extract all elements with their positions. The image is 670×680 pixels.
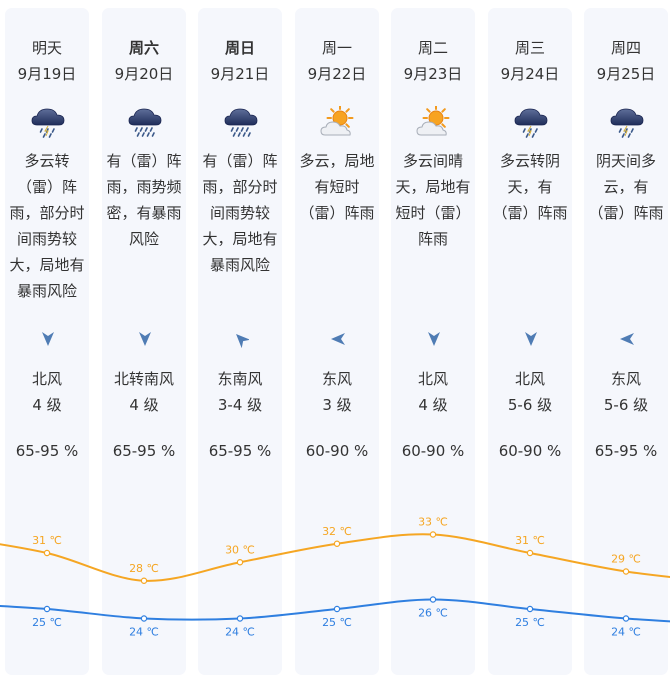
date-label: 9月21日	[210, 65, 270, 83]
description-line: （雷）阵	[16, 178, 77, 196]
weather-description: 多云间晴天，局地有短时（雷） 阵雨	[388, 148, 478, 252]
description-line: 雨，部分时	[202, 178, 278, 196]
date-label: 9月22日	[307, 65, 367, 83]
wind-level: 3-4 级	[217, 396, 263, 414]
heavy-rain-cloud-icon	[127, 106, 163, 138]
humidity: 60-90 %	[401, 442, 465, 460]
weather-description: 阴天间多云，有 （雷）阵雨	[581, 148, 670, 226]
day-column: 周二 9月23日多云间晴天，局地有短时（雷） 阵雨北风 4 级 60-90 %	[391, 8, 475, 675]
day-column: 周四 9月25日阴天间多云，有 （雷）阵雨东风 5-6 级 65-95 %	[584, 8, 668, 675]
description-line: 多云转	[24, 152, 70, 170]
description-line: 间雨势较	[16, 230, 77, 248]
wind-arrow-left-icon	[330, 330, 346, 348]
weather-description: 有（雷）阵雨，部分时间雨势较大，局地有暴雨风险	[195, 148, 285, 278]
wind-direction: 东风	[610, 370, 641, 388]
day-column: 周六 9月20日有（雷）阵雨，雨势频密，有暴雨风险北转南风 4 级 65-95 %	[102, 8, 186, 675]
description-line: 阵雨	[417, 230, 448, 248]
humidity: 65-95 %	[594, 442, 658, 460]
wind-level: 4 级	[418, 396, 448, 414]
thunder-rain-cloud-icon	[609, 106, 645, 138]
description-line: （雷）阵雨	[588, 204, 664, 222]
description-line: 多云间晴	[402, 152, 463, 170]
thunder-rain-cloud-icon	[30, 106, 66, 138]
thunder-rain-cloud-icon	[513, 106, 549, 138]
day-label: 周六	[128, 39, 159, 57]
wind-level: 4 级	[32, 396, 62, 414]
description-line: 天，局地有	[395, 178, 471, 196]
wind-direction: 北风	[31, 370, 62, 388]
day-label: 周日	[224, 39, 255, 57]
wind-arrow-down-icon	[137, 330, 153, 348]
description-line: 风险	[128, 230, 159, 248]
day-column: 明天 9月19日多云转 （雷）阵雨，部分时间雨势较大，局地有暴雨风险北风 4 级 65-…	[5, 8, 89, 675]
day-label: 周一	[321, 39, 352, 57]
wind-arrow-down-icon	[40, 330, 56, 348]
description-line: 暴雨风险	[16, 282, 77, 300]
description-line: 云，有	[603, 178, 649, 196]
day-label: 周三	[514, 39, 545, 57]
day-column: 周一 9月22日多云，局地有短时 （雷）阵雨东风 3 级 60-90 %	[295, 8, 379, 675]
humidity: 60-90 %	[305, 442, 369, 460]
wind-direction: 东风	[321, 370, 352, 388]
description-line: 密，有暴雨	[106, 204, 182, 222]
weather-description: 多云，局地有短时 （雷）阵雨	[292, 148, 382, 226]
wind-direction: 北风	[417, 370, 448, 388]
partly-cloudy-sun-icon	[320, 104, 356, 138]
humidity: 65-95 %	[15, 442, 79, 460]
heavy-rain-cloud-icon	[223, 106, 259, 138]
weather-description: 多云转 （雷）阵雨，部分时间雨势较大，局地有暴雨风险	[2, 148, 92, 304]
description-line: 天，有	[507, 178, 553, 196]
wind-level: 3 级	[322, 396, 352, 414]
day-column: 周日 9月21日有（雷）阵雨，部分时间雨势较大，局地有暴雨风险东南风 3-4 级 65…	[198, 8, 282, 675]
description-line: 间雨势较	[209, 204, 270, 222]
wind-level: 5-6 级	[507, 396, 553, 414]
humidity: 65-95 %	[112, 442, 176, 460]
description-line: 有（雷）阵	[106, 152, 182, 170]
description-line: 多云转阴	[499, 152, 560, 170]
wind-direction: 北风	[514, 370, 545, 388]
description-line: 暴雨风险	[209, 256, 270, 274]
day-label: 周二	[417, 39, 448, 57]
wind-level: 5-6 级	[603, 396, 649, 414]
description-line: 雨，雨势频	[106, 178, 182, 196]
wind-arrow-down-icon	[426, 330, 442, 348]
description-line: （雷）阵雨	[299, 204, 375, 222]
humidity: 60-90 %	[498, 442, 562, 460]
wind-arrow-left-icon	[619, 330, 635, 348]
description-line: （雷）阵雨	[492, 204, 568, 222]
description-line: 阴天间多	[595, 152, 656, 170]
date-label: 9月20日	[114, 65, 174, 83]
description-line: 大，局地有	[9, 256, 85, 274]
humidity: 65-95 %	[208, 442, 272, 460]
partly-cloudy-sun-icon	[416, 104, 452, 138]
description-line: 短时（雷）	[395, 204, 471, 222]
wind-arrow-down-icon	[523, 330, 539, 348]
day-column: 周三 9月24日多云转阴天，有 （雷）阵雨北风 5-6 级 60-90 %	[488, 8, 572, 675]
date-label: 9月25日	[596, 65, 656, 83]
date-label: 9月23日	[403, 65, 463, 83]
wind-arrow-northwest-icon	[233, 330, 251, 349]
description-line: 有短时	[314, 178, 360, 196]
description-line: 雨，部分时	[9, 204, 85, 222]
description-line: 有（雷）阵	[202, 152, 278, 170]
wind-level: 4 级	[129, 396, 159, 414]
description-line: 大，局地有	[202, 230, 278, 248]
wind-direction: 东南风	[217, 370, 263, 388]
wind-direction: 北转南风	[113, 370, 174, 388]
date-label: 9月19日	[17, 65, 77, 83]
description-line: 多云，局地	[299, 152, 375, 170]
date-label: 9月24日	[500, 65, 560, 83]
weather-description: 多云转阴天，有 （雷）阵雨	[485, 148, 575, 226]
day-label: 周四	[610, 39, 641, 57]
day-label: 明天	[31, 39, 62, 57]
weather-description: 有（雷）阵雨，雨势频密，有暴雨风险	[99, 148, 189, 252]
